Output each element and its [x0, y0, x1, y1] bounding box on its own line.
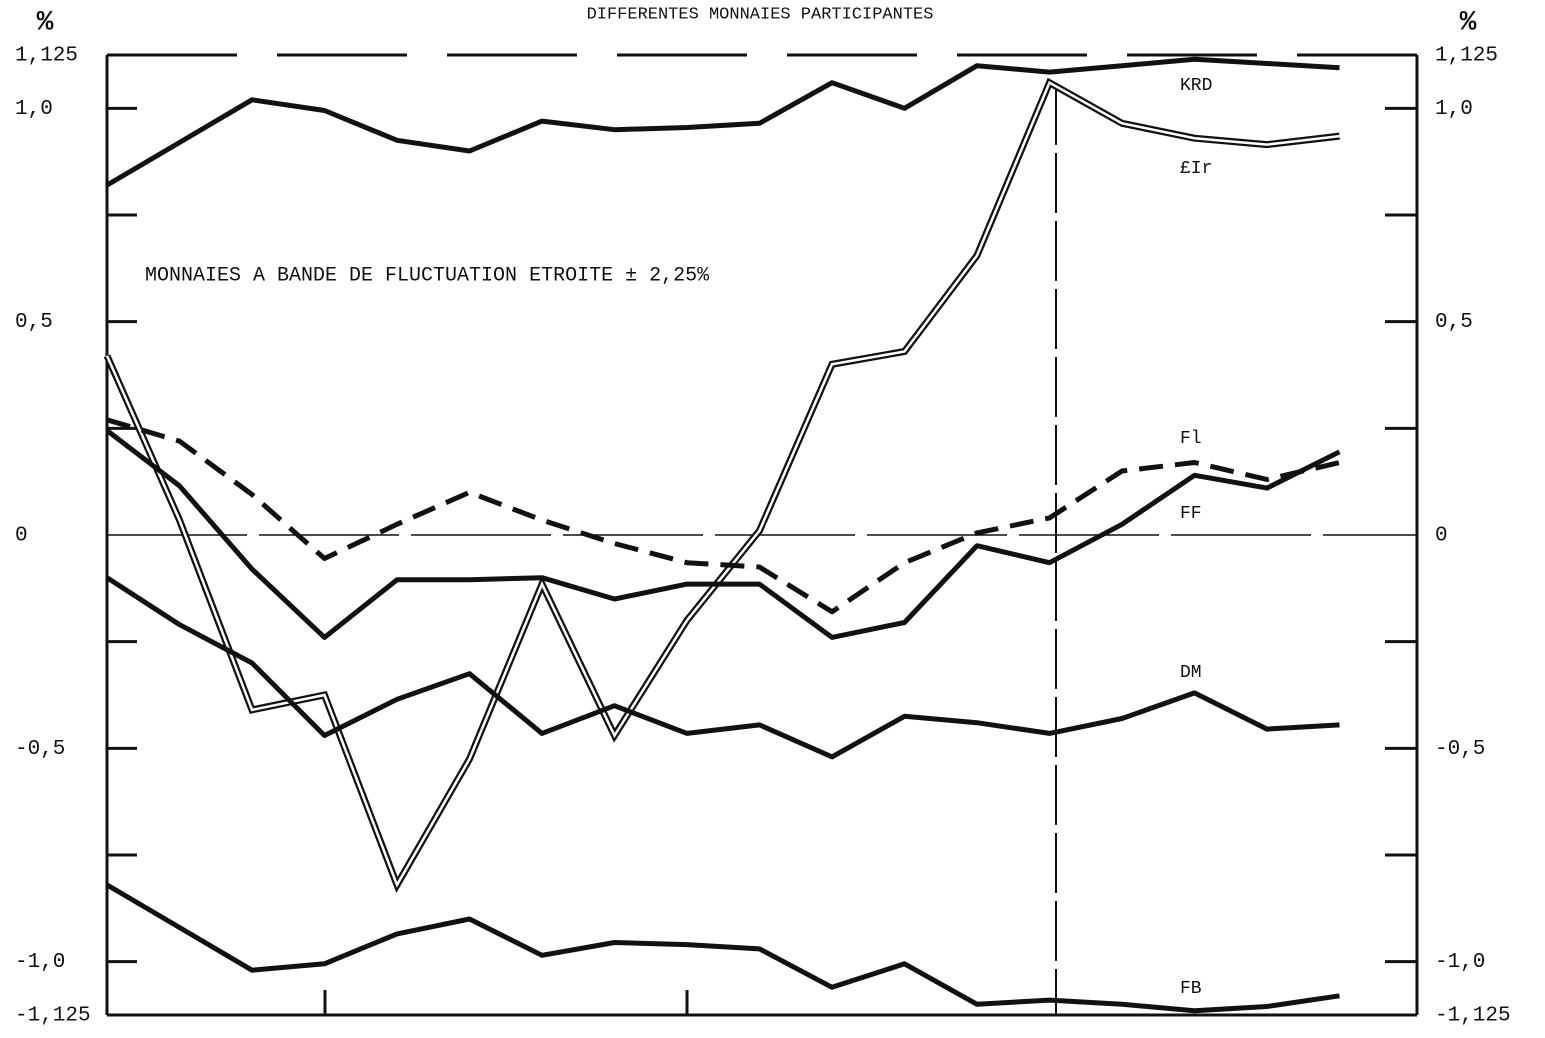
- series-line: [105, 56, 1340, 188]
- y2-tick-label: -1,125: [1435, 1005, 1511, 1028]
- series-label: DM: [1180, 663, 1202, 683]
- y-tick-label: -1,0: [15, 951, 65, 974]
- series-label: FB: [1180, 979, 1202, 999]
- chart-title: DIFFERENTES MONNAIES PARTICIPANTES: [587, 5, 934, 24]
- series-label: FF: [1180, 504, 1202, 524]
- y-tick-label: 1,0: [15, 98, 53, 121]
- y-tick-label: 0: [15, 525, 28, 548]
- y-tick-label: -1,125: [15, 1005, 91, 1028]
- y2-tick-label: -1,0: [1435, 951, 1485, 974]
- y2-tick-label: 1,125: [1435, 45, 1498, 68]
- series-line: [105, 575, 1340, 760]
- series-label: KRD: [1180, 76, 1212, 96]
- series-line: [105, 882, 1340, 1014]
- y-tick-label: 0,5: [15, 311, 53, 334]
- series-line: [106, 417, 1341, 615]
- series-label: £Ir: [1180, 159, 1212, 179]
- y-tick-label: 1,125: [15, 45, 78, 68]
- series-label: Fl: [1180, 429, 1202, 449]
- y-axis-label: %: [37, 7, 54, 38]
- y2-tick-label: -0,5: [1435, 738, 1485, 761]
- y2-axis-label: %: [1460, 7, 1477, 38]
- y2-tick-label: 1,0: [1435, 98, 1473, 121]
- series-line-core: [105, 80, 1340, 888]
- y2-tick-label: 0: [1435, 525, 1448, 548]
- y2-tick-label: 0,5: [1435, 311, 1473, 334]
- annotation: MONNAIES A BANDE DE FLUCTUATION ETROITE …: [145, 264, 710, 287]
- series-line: [105, 428, 1341, 640]
- series-line: [103, 77, 1340, 894]
- y-tick-label: -0,5: [15, 738, 65, 761]
